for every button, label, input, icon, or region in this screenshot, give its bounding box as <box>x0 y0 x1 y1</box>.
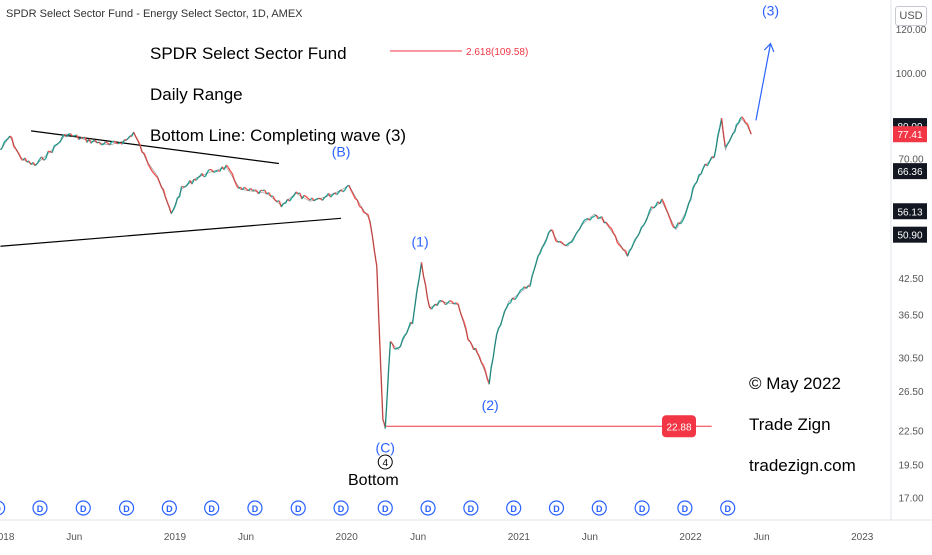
candle-segment <box>610 227 612 229</box>
bottom-label: Bottom <box>348 472 399 490</box>
candle-segment <box>335 193 337 195</box>
candle-segment <box>207 170 209 172</box>
y-tick-label: 19.50 <box>898 461 923 472</box>
candle-segment <box>105 142 107 143</box>
y-tick-label: 120.00 <box>896 25 927 36</box>
dividend-marker-label: D <box>468 504 475 514</box>
x-tick-label: Jun <box>66 532 82 543</box>
x-tick-label: 2022 <box>679 532 702 543</box>
candle-segment <box>44 159 46 161</box>
y-tick-label: 17.00 <box>898 493 923 504</box>
wave-label: (B) <box>332 144 351 160</box>
candle-segment <box>152 171 154 173</box>
dividend-marker-label: D <box>80 504 87 514</box>
annotation-bottom-line: Bottom Line: Completing wave (3) <box>150 126 406 146</box>
candle-segment <box>244 187 246 189</box>
candle-segment <box>230 171 232 174</box>
candle-segment <box>450 301 452 302</box>
wave-label: (2) <box>482 397 499 413</box>
brand-text: Trade Zign <box>749 415 831 435</box>
candle-segment <box>118 143 120 144</box>
dividend-marker-label: D <box>724 504 731 514</box>
currency-button[interactable]: USD <box>895 6 927 26</box>
dividend-marker-label: D <box>425 504 432 514</box>
candle-segment <box>216 171 218 172</box>
x-tick-label: 2023 <box>851 532 874 543</box>
candle-segment <box>456 303 458 304</box>
dividend-marker-label: D <box>596 504 603 514</box>
dividend-marker-label: D <box>510 504 517 514</box>
candle-segment <box>592 217 594 218</box>
x-tick-label: 2021 <box>508 532 531 543</box>
x-tick-label: Jun <box>410 532 426 543</box>
x-tick-label: 2019 <box>164 532 187 543</box>
candle-segment <box>251 188 253 190</box>
y-tick-label: 36.50 <box>898 310 923 321</box>
price-label: 77.41 <box>897 130 922 141</box>
y-tick-label: 42.50 <box>898 274 923 285</box>
x-tick-label: 2018 <box>0 532 15 543</box>
candle-segment <box>509 303 511 304</box>
y-tick-label: 22.50 <box>898 426 923 437</box>
candle-segment <box>255 190 257 191</box>
candle-segment <box>242 187 244 189</box>
candle-segment <box>515 297 517 299</box>
trendline <box>0 218 341 246</box>
dividend-marker-label: D <box>37 504 44 514</box>
dividend-marker-label: D <box>338 504 345 514</box>
annotation-title: SPDR Select Sector Fund <box>150 44 347 64</box>
wave-label: (1) <box>412 233 429 249</box>
candle-segment <box>114 141 116 143</box>
candle-segment <box>343 190 345 192</box>
support-label: 22.88 <box>666 422 691 433</box>
price-label: 56.13 <box>897 207 922 218</box>
price-label: 50.90 <box>897 231 922 242</box>
candle-segment <box>331 195 333 197</box>
candle-segment <box>165 197 167 203</box>
site-text: tradezign.com <box>749 456 856 476</box>
y-tick-label: 30.50 <box>898 353 923 364</box>
annotation-range: Daily Range <box>150 85 243 105</box>
wave-label: (3) <box>762 3 779 19</box>
dividend-marker-label: D <box>208 504 215 514</box>
chart-title: SPDR Select Sector Fund - Energy Select … <box>6 8 303 20</box>
y-tick-label: 100.00 <box>896 69 927 80</box>
candle-segment <box>445 303 447 305</box>
candle-segment <box>521 289 523 290</box>
candle-segment <box>306 196 308 198</box>
dividend-marker-label: D <box>682 504 689 514</box>
x-tick-label: Jun <box>582 532 598 543</box>
dividend-marker-label: D <box>166 504 173 514</box>
candle-segment <box>308 198 310 200</box>
dividend-marker-label: D <box>123 504 130 514</box>
price-label: 66.36 <box>897 167 922 178</box>
y-tick-label: 26.50 <box>898 387 923 398</box>
trendline <box>756 44 771 121</box>
candle-segment <box>584 219 586 221</box>
copyright-text: © May 2022 <box>749 374 841 394</box>
candle-segment <box>304 195 306 196</box>
x-tick-label: 2020 <box>336 532 359 543</box>
wave-label: (C) <box>376 440 395 456</box>
price-line <box>0 119 751 426</box>
dividend-marker-label: D <box>639 504 646 514</box>
candle-segment <box>337 192 339 194</box>
dividend-marker-label: D <box>382 504 389 514</box>
dividend-marker-label: D <box>295 504 302 514</box>
x-tick-label: Jun <box>238 532 254 543</box>
candle-segment <box>154 173 156 175</box>
dividend-marker-label: D <box>252 504 259 514</box>
candle-segment <box>214 172 216 173</box>
wave-circle-label: 4 <box>382 458 388 469</box>
x-tick-label: Jun <box>754 532 770 543</box>
dividend-marker-label: D <box>553 504 560 514</box>
fib-label: 2.618(109.58) <box>466 47 528 58</box>
currency-label: USD <box>899 10 922 22</box>
